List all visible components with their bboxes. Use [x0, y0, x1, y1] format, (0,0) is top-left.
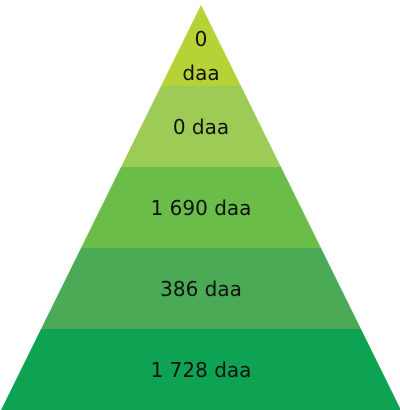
layer-label: 0 daa: [172, 114, 230, 139]
pyramid-layer: [41, 248, 361, 329]
pyramid-layer: [81, 167, 321, 248]
pyramid-layer: [1, 329, 400, 410]
layer-label: 0 daa: [182, 26, 220, 85]
layer-label: 1 690 daa: [150, 195, 252, 220]
layer-label: 1 728 daa: [150, 357, 252, 382]
pyramid-layer: [121, 86, 281, 167]
pyramid-layer: [161, 5, 241, 86]
layer-label: 386 daa: [160, 276, 242, 301]
